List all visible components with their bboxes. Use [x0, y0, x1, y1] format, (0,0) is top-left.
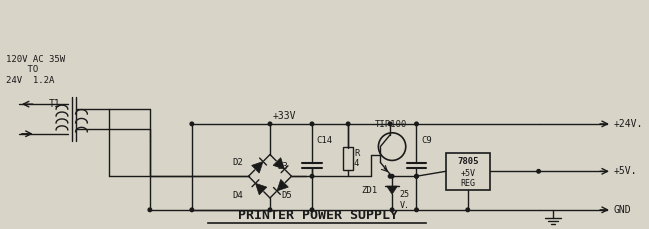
Text: T1: T1 [49, 99, 61, 109]
Circle shape [190, 122, 193, 126]
Circle shape [388, 122, 392, 126]
Circle shape [390, 208, 394, 212]
Circle shape [415, 174, 418, 178]
Circle shape [310, 174, 313, 178]
Text: 25
V.: 25 V. [400, 190, 410, 210]
Polygon shape [252, 161, 263, 173]
Text: TIP100: TIP100 [375, 120, 407, 129]
Circle shape [537, 169, 541, 173]
Circle shape [190, 208, 193, 212]
Circle shape [310, 208, 313, 212]
Circle shape [415, 174, 418, 178]
Circle shape [310, 122, 313, 126]
Polygon shape [256, 183, 267, 195]
Text: D5: D5 [281, 191, 292, 199]
Text: +24V.: +24V. [614, 119, 643, 129]
Circle shape [148, 208, 152, 212]
Circle shape [466, 208, 469, 212]
Text: +5V: +5V [460, 169, 475, 178]
Polygon shape [273, 158, 284, 169]
Text: +5V.: +5V. [614, 166, 637, 176]
Bar [446, 153, 490, 190]
Text: R
4: R 4 [354, 149, 360, 168]
Text: C14: C14 [317, 136, 333, 145]
Circle shape [415, 208, 418, 212]
Text: D4: D4 [232, 191, 243, 199]
Circle shape [347, 122, 350, 126]
Text: ZD1: ZD1 [361, 185, 378, 195]
Circle shape [390, 174, 394, 178]
Text: PRINTER POWER SUPPLY: PRINTER POWER SUPPLY [238, 209, 398, 222]
Text: C9: C9 [421, 136, 432, 145]
Polygon shape [277, 180, 288, 191]
Circle shape [388, 174, 392, 178]
Polygon shape [387, 186, 397, 194]
Text: 7805: 7805 [457, 157, 478, 166]
Text: 120V AC 35W
    TO
24V  1.2A: 120V AC 35W TO 24V 1.2A [6, 55, 66, 85]
Circle shape [268, 208, 272, 212]
Circle shape [415, 122, 418, 126]
Text: +33V: +33V [273, 111, 297, 121]
Circle shape [268, 122, 272, 126]
Text: REG: REG [460, 179, 475, 188]
Text: D3: D3 [277, 162, 288, 171]
Text: D2: D2 [232, 158, 243, 167]
Text: GND: GND [614, 205, 631, 215]
